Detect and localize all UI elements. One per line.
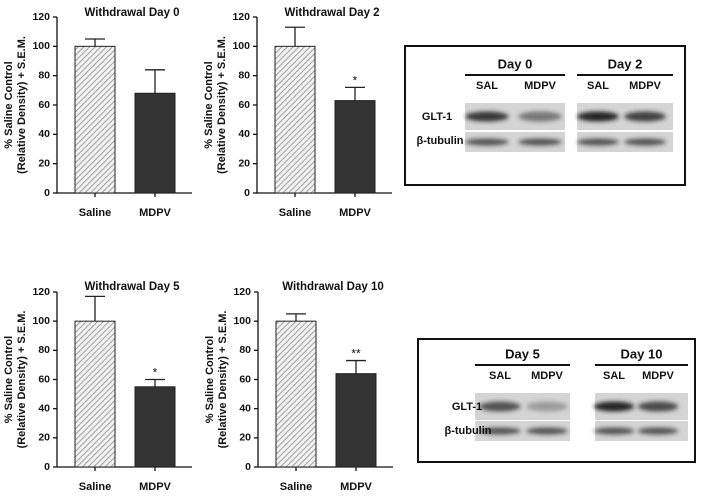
x-tick-label: Saline xyxy=(79,481,111,493)
x-tick-label: Saline xyxy=(79,207,111,219)
y-tick-label: 80 xyxy=(38,69,50,81)
blot-band xyxy=(637,401,679,412)
y-axis-label-line: (Relative Density) + S.E.M. xyxy=(16,311,28,449)
y-tick-label: 20 xyxy=(38,432,50,444)
y-tick-label: 80 xyxy=(38,344,50,356)
y-axis-label-line: % Saline Control xyxy=(3,336,15,423)
blot-lane-label: SAL xyxy=(476,80,498,92)
y-tick-label: 120 xyxy=(233,286,251,298)
significance-label: ** xyxy=(351,347,361,361)
bar xyxy=(274,45,316,194)
y-axis-label-line: (Relative Density) + S.E.M. xyxy=(216,36,228,174)
blot-band xyxy=(624,111,666,122)
y-tick-label: 40 xyxy=(238,128,250,140)
y-tick-label: 80 xyxy=(239,344,251,356)
bar xyxy=(74,45,116,194)
blot-lane-label: MDPV xyxy=(629,80,661,92)
blot-band xyxy=(593,401,635,412)
blot-band xyxy=(518,111,562,122)
y-tick-label: 20 xyxy=(238,157,250,169)
blot-lane-label: MDPV xyxy=(531,370,563,382)
y-tick-label: 100 xyxy=(232,40,250,52)
y-axis-label: % Saline Control(Relative Density) + S.E… xyxy=(3,36,28,174)
blot-strip xyxy=(475,421,570,441)
y-tick-label: 20 xyxy=(38,157,50,169)
y-axis-label: % Saline Control(Relative Density) + S.E… xyxy=(204,311,229,449)
y-tick-label: 120 xyxy=(32,286,50,298)
blot-band xyxy=(624,138,666,146)
y-axis-label-line: % Saline Control xyxy=(3,61,15,148)
blot-row-label: β-tubulin xyxy=(416,135,463,147)
y-axis-label-line: (Relative Density) + S.E.M. xyxy=(217,311,229,449)
y-axis-label-line: % Saline Control xyxy=(204,336,216,423)
bar xyxy=(134,92,176,194)
y-tick-label: 40 xyxy=(38,128,50,140)
blot-lane-label: SAL xyxy=(587,80,609,92)
blot-band xyxy=(577,111,619,122)
blot-band xyxy=(518,138,562,146)
y-axis-label-line: (Relative Density) + S.E.M. xyxy=(16,36,28,174)
x-tick-label: MDPV xyxy=(139,481,171,493)
blot-band xyxy=(637,427,679,435)
y-tick-label: 60 xyxy=(238,99,250,111)
bar xyxy=(275,320,317,468)
x-tick-label: MDPV xyxy=(339,207,371,219)
blot-day-label: Day 10 xyxy=(621,346,663,361)
y-tick-label: 0 xyxy=(245,461,251,473)
blot-day-label: Day 0 xyxy=(498,56,533,71)
significance-label: * xyxy=(353,74,358,88)
blot-lane-label: MDPV xyxy=(642,370,674,382)
y-tick-label: 60 xyxy=(38,99,50,111)
x-tick-label: MDPV xyxy=(340,481,372,493)
y-tick-label: 60 xyxy=(239,373,251,385)
blot-band xyxy=(526,401,568,412)
y-tick-label: 0 xyxy=(44,187,50,199)
blot-band xyxy=(479,427,521,435)
x-tick-label: Saline xyxy=(280,481,312,493)
y-tick-label: 100 xyxy=(233,315,251,327)
y-tick-label: 120 xyxy=(32,11,50,23)
chart-title: Withdrawal Day 5 xyxy=(84,281,180,293)
blot-day-label: Day 2 xyxy=(608,56,643,71)
y-tick-label: 0 xyxy=(244,187,250,199)
y-axis-label-line: % Saline Control xyxy=(203,61,215,148)
y-tick-label: 120 xyxy=(232,11,250,23)
y-tick-label: 20 xyxy=(239,432,251,444)
y-tick-label: 40 xyxy=(38,402,50,414)
blot-strip xyxy=(465,132,565,152)
blot-day-label: Day 5 xyxy=(505,346,540,361)
blot-band xyxy=(465,138,509,146)
blot-row-label: β-tubulin xyxy=(444,425,491,437)
y-axis-label: % Saline Control(Relative Density) + S.E… xyxy=(203,36,228,174)
blot-lane-label: SAL xyxy=(489,370,511,382)
bar xyxy=(334,100,376,194)
chart-title: Withdrawal Day 2 xyxy=(284,7,379,19)
x-tick-label: MDPV xyxy=(139,207,171,219)
blot-lane-label: SAL xyxy=(603,370,625,382)
blot-lane-label: MDPV xyxy=(524,80,556,92)
blot-row-label: GLT-1 xyxy=(452,401,482,413)
blot-band xyxy=(526,427,568,435)
bar xyxy=(335,373,377,468)
y-tick-label: 80 xyxy=(238,69,250,81)
x-tick-label: Saline xyxy=(279,207,311,219)
blot-band xyxy=(577,138,619,146)
chart-title: Withdrawal Day 0 xyxy=(84,7,179,19)
y-tick-label: 40 xyxy=(239,402,251,414)
blot-band xyxy=(465,111,509,122)
bar xyxy=(74,320,116,468)
y-tick-label: 60 xyxy=(38,373,50,385)
y-axis-label: % Saline Control(Relative Density) + S.E… xyxy=(3,311,28,449)
y-tick-label: 0 xyxy=(44,461,50,473)
significance-label: * xyxy=(153,366,158,380)
blot-row-label: GLT-1 xyxy=(422,111,452,123)
blot-band xyxy=(593,427,635,435)
y-tick-label: 100 xyxy=(32,315,50,327)
bar xyxy=(134,386,176,468)
blot-band xyxy=(479,401,521,412)
y-tick-label: 100 xyxy=(32,40,50,52)
chart-title: Withdrawal Day 10 xyxy=(282,281,384,293)
